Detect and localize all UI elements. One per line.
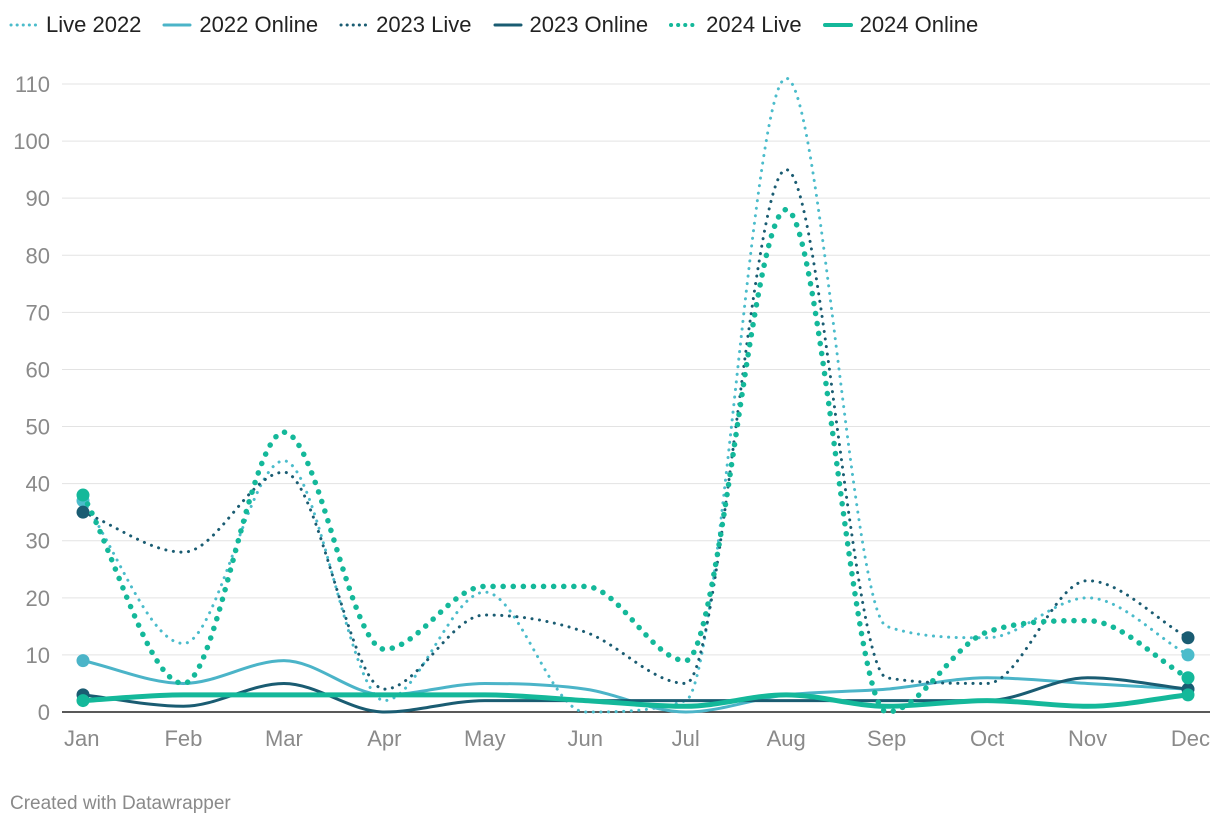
y-tick-label: 60	[26, 357, 50, 382]
y-tick-label: 40	[26, 472, 50, 497]
y-tick-label: 80	[26, 243, 50, 268]
x-tick-label: Sep	[867, 726, 906, 751]
data-point-2024-online	[1181, 688, 1195, 702]
x-tick-label: Jul	[672, 726, 700, 751]
legend-label: 2024 Online	[859, 12, 979, 37]
x-tick-label: Oct	[970, 726, 1004, 751]
data-point-2023-live	[76, 505, 90, 519]
legend-item: Live 2022	[8, 12, 141, 38]
credit-text: Created with Datawrapper	[10, 793, 231, 814]
legend-swatch	[9, 23, 39, 27]
legend-swatch	[339, 23, 369, 27]
x-tick-label: Aug	[767, 726, 806, 751]
data-point-2022-online	[76, 654, 90, 668]
line-chart: 0 10 20 30 40 50 60 70 80 90 100 110 Jan Feb Mar Apr May…	[13, 72, 1210, 751]
data-point-2024-live	[76, 488, 90, 502]
legend-label: 2023 Live	[376, 12, 472, 37]
series-2024-online	[76, 688, 1195, 709]
series-lines	[76, 76, 1195, 715]
x-tick-label: Apr	[367, 726, 401, 751]
legend-label: Live 2022	[46, 12, 142, 37]
data-point-live-2022	[1181, 648, 1195, 662]
y-tick-label: 30	[26, 529, 50, 554]
x-tick-label: Feb	[164, 726, 202, 751]
y-tick-label: 20	[26, 586, 50, 611]
data-point-2024-online	[76, 694, 90, 708]
x-tick-label: Jun	[568, 726, 603, 751]
data-point-2024-live	[1181, 671, 1195, 685]
legend-item: 2022 Online	[161, 12, 318, 38]
legend-label: 2024 Live	[706, 12, 802, 37]
y-axis-ticks: 0 10 20 30 40 50 60 70 80 90 100 110	[13, 72, 50, 725]
legend: Live 2022 2022 Online 2023 Live 2023 Online…	[8, 12, 978, 38]
legend-item: 2024 Live	[668, 12, 802, 38]
y-tick-label: 70	[26, 300, 50, 325]
data-point-2023-live	[1181, 631, 1195, 645]
x-tick-label: Dec	[1171, 726, 1210, 751]
legend-swatch	[493, 23, 522, 27]
x-axis-ticks: Jan Feb Mar Apr May Jun Jul Aug Sep Oct Nov Dec	[64, 726, 1210, 751]
legend-item: 2023 Online	[492, 12, 649, 38]
series-line-live-2022	[81, 76, 1190, 714]
legend-swatch	[822, 23, 853, 27]
y-tick-label: 90	[26, 186, 50, 211]
series-2023-live	[76, 168, 1195, 691]
legend-label: 2022 Online	[199, 12, 319, 37]
legend-item: 2024 Online	[822, 12, 979, 38]
y-tick-label: 10	[26, 643, 50, 668]
x-tick-label: May	[464, 726, 506, 751]
y-tick-label: 110	[15, 72, 50, 97]
gridlines	[62, 83, 1210, 656]
series-2024-live	[76, 206, 1195, 715]
x-tick-label: Nov	[1068, 726, 1107, 751]
y-tick-label: 50	[26, 415, 50, 440]
legend-swatch	[162, 23, 192, 27]
x-tick-label: Mar	[265, 726, 303, 751]
legend-swatch	[669, 23, 700, 27]
series-live-2022	[76, 76, 1195, 714]
x-tick-label: Jan	[64, 726, 99, 751]
series-line-2024-live	[80, 206, 1191, 715]
series-line-2023-live	[81, 168, 1190, 691]
y-tick-label: 100	[13, 129, 50, 154]
legend-label: 2023 Online	[529, 12, 649, 37]
legend-item: 2023 Live	[338, 12, 472, 38]
series-line-2024-online	[80, 692, 1191, 709]
y-tick-label: 0	[38, 700, 50, 725]
